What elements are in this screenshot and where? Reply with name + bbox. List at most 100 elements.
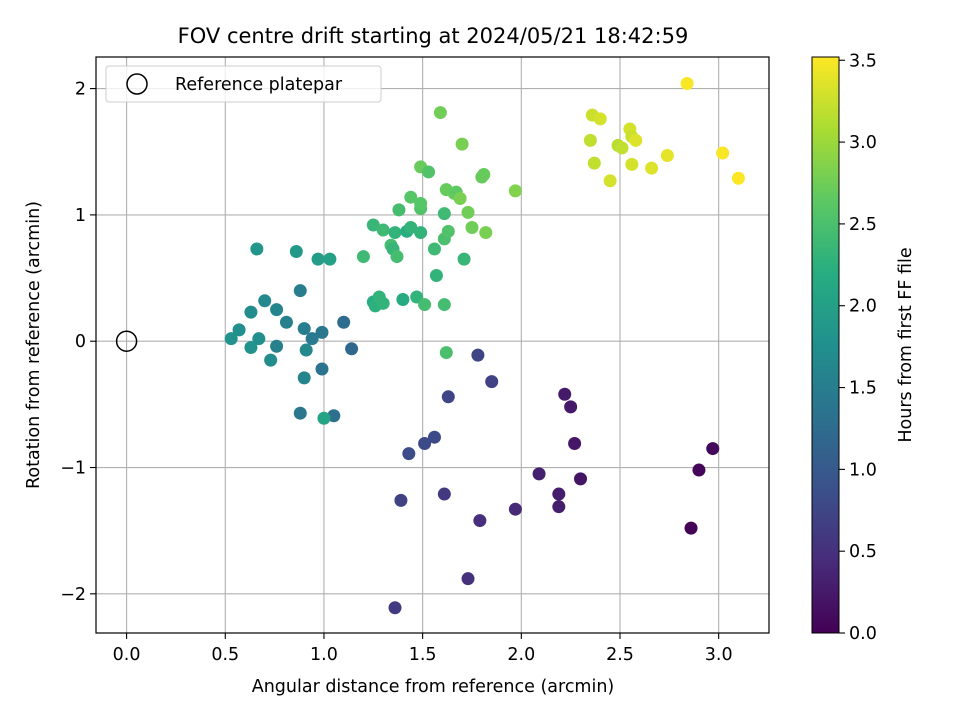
data-point (270, 303, 284, 317)
data-point (552, 487, 566, 501)
y-tick-label: 0 (75, 332, 86, 352)
y-axis-ticks: −2 −1 0 1 2 (60, 80, 96, 605)
data-point (293, 284, 307, 298)
x-tick-label: 2.5 (606, 645, 634, 665)
colorbar-tick-label: 1.5 (849, 379, 877, 399)
data-point (574, 472, 588, 486)
data-point (224, 332, 238, 346)
data-point (587, 156, 601, 170)
data-point (437, 487, 451, 501)
data-point (558, 387, 572, 401)
data-point (453, 191, 467, 205)
data-point (376, 223, 390, 237)
data-point (414, 197, 428, 211)
data-point (404, 190, 418, 204)
data-point (427, 242, 441, 256)
data-point (427, 430, 441, 444)
data-point (297, 371, 311, 385)
x-tick-label: 2.0 (507, 645, 535, 665)
y-tick-label: 1 (75, 206, 86, 226)
data-point (603, 174, 617, 188)
data-point (429, 269, 443, 283)
data-point (422, 165, 436, 179)
data-point (437, 207, 451, 221)
data-point (593, 112, 607, 126)
data-point (473, 514, 487, 528)
data-point (279, 315, 293, 329)
y-tick-label: 2 (75, 80, 86, 100)
data-point (394, 493, 408, 507)
data-point (552, 500, 566, 514)
reference-platepar-marker (115, 330, 138, 352)
data-point (532, 467, 546, 481)
reference-marker-group (115, 330, 138, 352)
x-tick-label: 1.5 (409, 645, 437, 665)
data-point (625, 157, 639, 171)
data-point (390, 250, 404, 264)
y-tick-label: −1 (60, 459, 86, 479)
data-point (568, 437, 582, 451)
data-point (376, 296, 390, 310)
data-point (270, 339, 284, 353)
x-axis-ticks: 0.0 0.5 1.0 1.5 2.0 2.5 3.0 (113, 633, 733, 665)
data-point (323, 252, 337, 266)
data-point (293, 406, 307, 420)
data-point (244, 305, 258, 319)
data-point (485, 375, 499, 389)
data-point (264, 353, 278, 367)
data-point (232, 323, 246, 337)
data-point (418, 298, 432, 312)
data-point (315, 325, 329, 339)
data-point (629, 133, 643, 147)
data-point (356, 250, 370, 264)
data-point (508, 184, 522, 198)
data-point (289, 245, 303, 259)
colorbar-tick-label: 0.0 (849, 624, 877, 644)
data-point (731, 171, 745, 185)
data-point (439, 346, 453, 360)
chart-title: FOV centre drift starting at 2024/05/21 … (178, 24, 689, 48)
x-tick-label: 3.0 (705, 645, 733, 665)
x-axis-label: Angular distance from reference (arcmin) (252, 677, 615, 697)
colorbar-tick-label: 0.5 (849, 542, 877, 562)
legend: Reference platepar (105, 65, 382, 103)
data-point (583, 133, 597, 147)
data-point (311, 252, 325, 266)
data-point (345, 342, 359, 356)
data-point (471, 348, 485, 362)
legend-box (105, 65, 382, 103)
data-point (305, 332, 319, 346)
data-point (437, 298, 451, 312)
colorbar-tick-label: 2.0 (849, 297, 877, 317)
data-point (692, 463, 706, 477)
colorbar-ticks: 0.0 0.5 1.0 1.5 2.0 2.5 3.0 3.5 (839, 51, 877, 644)
x-tick-label: 0.0 (113, 645, 141, 665)
data-point (684, 521, 698, 535)
data-point (297, 322, 311, 336)
data-point (680, 77, 694, 91)
x-tick-label: 1.0 (310, 645, 338, 665)
data-point (414, 226, 428, 240)
data-point (317, 411, 331, 425)
data-points (224, 77, 745, 615)
colorbar-tick-label: 3.5 (849, 51, 877, 71)
data-point (404, 221, 418, 235)
data-point (457, 252, 471, 266)
legend-entry-reference: Reference platepar (175, 75, 343, 95)
data-point (660, 149, 674, 163)
colorbar-tick-label: 3.0 (849, 133, 877, 153)
data-point (396, 293, 410, 307)
colorbar (811, 56, 840, 634)
data-point (461, 572, 475, 586)
colorbar-tick-label: 1.0 (849, 460, 877, 480)
data-point (477, 167, 491, 181)
data-point (716, 146, 730, 160)
data-point (250, 242, 264, 256)
data-point (299, 343, 313, 357)
data-point (479, 226, 493, 240)
data-point (258, 294, 272, 308)
data-point (392, 203, 406, 217)
data-point (244, 341, 258, 355)
data-point (564, 400, 578, 414)
